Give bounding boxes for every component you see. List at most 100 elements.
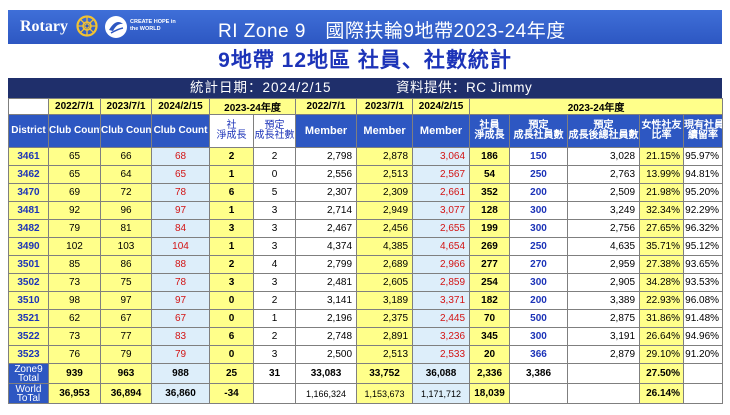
banner-title: RI Zone 9 國際扶輪9地帶2023-24年度 [218, 21, 566, 42]
female-ratio-header: 女性社友 比率 [639, 114, 685, 148]
club-2024-cell: 88 [151, 255, 210, 274]
club-2022-total-cell: 939 [48, 363, 101, 384]
club-count-header: Club Count [48, 114, 101, 148]
club-target-cell: 2 [252, 291, 297, 310]
member-target-total-cell: 2,905 [567, 273, 641, 292]
table-row: 3510 98 97 97 0 2 3,141 3,189 3,371 182 200 3,389 22… [8, 291, 724, 310]
member-net-cell: 254 [469, 273, 511, 292]
retention-cell: 91.48% [683, 309, 724, 328]
member-target-total-total-cell [567, 363, 641, 384]
club-2024-cell: 78 [151, 273, 210, 292]
club-2022-cell: 85 [48, 255, 101, 274]
member-target-cell: 366 [509, 345, 569, 364]
female-ratio-cell: 22.93% [639, 291, 685, 310]
member-net-cell: 186 [469, 147, 511, 166]
club-2022-cell: 69 [48, 183, 101, 202]
table-row: 3461 65 66 68 2 2 2,798 2,878 3,064 186 150 3,028 21… [8, 147, 724, 166]
stats-table: 2022/7/1 2023/7/1 2024/2/15 2023-24年度 20… [8, 98, 724, 404]
club-2024-cell: 104 [151, 237, 210, 256]
member-2024-cell: 3,236 [412, 327, 471, 346]
member-net-cell: 277 [469, 255, 511, 274]
club-2023-cell: 103 [100, 237, 152, 256]
member-target-total-cell: 3,389 [567, 291, 641, 310]
female-ratio-cell: 13.99% [639, 165, 685, 184]
club-count-header: Club Count [100, 114, 152, 148]
member-net-total-cell: 2,336 [469, 363, 511, 384]
club-2023-cell: 64 [100, 165, 152, 184]
member-target-total-cell: 4,635 [567, 237, 641, 256]
retention-cell: 96.08% [683, 291, 724, 310]
district-cell: 3522 [8, 327, 49, 346]
club-target-cell: 3 [252, 237, 297, 256]
district-cell: 3501 [8, 255, 49, 274]
member-target-cell: 300 [509, 273, 569, 292]
member-2022-cell: 2,307 [295, 183, 358, 202]
table-row: 3522 73 77 83 6 2 2,748 2,891 3,236 345 300 3,191 26… [8, 327, 724, 346]
member-2024-cell: 2,966 [412, 255, 471, 274]
female-ratio-cell: 27.65% [639, 219, 685, 238]
member-2023-total-cell: 33,752 [356, 363, 414, 384]
info-bar: 統計日期：2024/2/15 資料提供：RC Jimmy [8, 78, 722, 98]
club-net-cell: 0 [209, 291, 254, 310]
club-2023-cell: 66 [100, 147, 152, 166]
member-target-total-cell: 3,028 [567, 147, 641, 166]
member-net-cell: 54 [469, 165, 511, 184]
club-2022-cell: 73 [48, 327, 101, 346]
district-cell: 3510 [8, 291, 49, 310]
retention-cell: 96.32% [683, 219, 724, 238]
member-2024-total-cell: 36,088 [412, 363, 471, 384]
club-target-cell: 2 [252, 327, 297, 346]
header-cell: 2023/7/1 [100, 98, 152, 115]
header-cell: 2022/7/1 [295, 98, 358, 115]
club-2024-cell: 97 [151, 291, 210, 310]
member-target-total-cell: 3,249 [567, 201, 641, 220]
club-2023-cell: 72 [100, 183, 152, 202]
member-2024-cell: 3,064 [412, 147, 471, 166]
member-net-cell: 20 [469, 345, 511, 364]
table-row: 3462 65 64 65 1 0 2,556 2,513 2,567 54 250 2,763 13.… [8, 165, 724, 184]
member-2024-cell: 2,655 [412, 219, 471, 238]
club-target-cell: 1 [252, 309, 297, 328]
club-2024-cell: 68 [151, 147, 210, 166]
female-ratio-cell: 35.71% [639, 237, 685, 256]
member-net-cell: 182 [469, 291, 511, 310]
stat-date: 統計日期：2024/2/15 [190, 80, 332, 95]
table-row: 3502 73 75 78 3 3 2,481 2,605 2,859 254 300 2,905 34… [8, 273, 724, 292]
member-net-cell: 352 [469, 183, 511, 202]
member-2022-cell: 2,481 [295, 273, 358, 292]
district-cell: 3481 [8, 201, 49, 220]
club-2023-cell: 81 [100, 219, 152, 238]
member-2022-cell: 2,467 [295, 219, 358, 238]
club-net-cell: 1 [209, 165, 254, 184]
club-2024-total-cell: 36,860 [151, 383, 210, 404]
member-2024-cell: 4,654 [412, 237, 471, 256]
member-2022-total-cell: 1,166,324 [295, 383, 358, 404]
member-target-total-total-cell [567, 383, 641, 404]
retention-cell: 95.20% [683, 183, 724, 202]
rotary-logo-text: Rotary [20, 18, 68, 35]
total-label-line: World [15, 383, 42, 395]
club-2023-cell: 86 [100, 255, 152, 274]
female-ratio-total-cell: 27.50% [639, 363, 685, 384]
member-2022-total-cell: 33,083 [295, 363, 358, 384]
member-target-cell: 500 [509, 309, 569, 328]
female-ratio-cell: 21.15% [639, 147, 685, 166]
member-2023-cell: 2,689 [356, 255, 414, 274]
club-net-total-cell: -34 [209, 383, 254, 404]
club-target-total-cell: 31 [252, 363, 297, 384]
member-2022-cell: 4,374 [295, 237, 358, 256]
member-2023-cell: 3,189 [356, 291, 414, 310]
club-2022-cell: 76 [48, 345, 101, 364]
club-target-cell: 2 [252, 147, 297, 166]
member-2022-cell: 2,714 [295, 201, 358, 220]
member-target-cell: 300 [509, 327, 569, 346]
total-label-line: Zone9 [14, 363, 43, 375]
member-2024-total-cell: 1,171,712 [412, 383, 471, 404]
member-2023-cell: 2,949 [356, 201, 414, 220]
create-hope-logo-icon [105, 16, 127, 38]
table-row: 3470 69 72 78 6 5 2,307 2,309 2,661 352 200 2,509 21… [8, 183, 724, 202]
club-net-cell: 2 [209, 255, 254, 274]
table-row: 3501 85 86 88 2 4 2,799 2,689 2,966 277 270 2,959 27… [8, 255, 724, 274]
district-cell: 3490 [8, 237, 49, 256]
retention-cell: 93.53% [683, 273, 724, 292]
